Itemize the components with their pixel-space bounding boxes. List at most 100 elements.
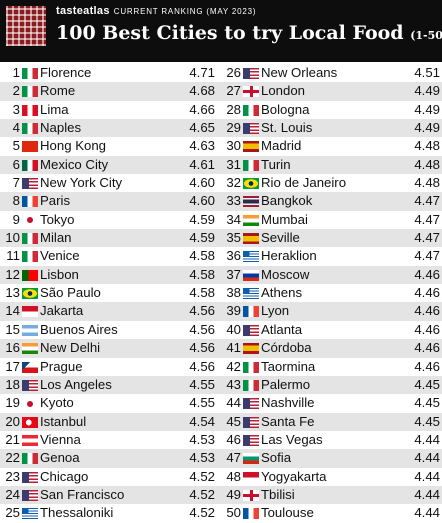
ranking-row: 3 Lima 4.66 bbox=[0, 101, 221, 119]
rank-number: 14 bbox=[5, 303, 20, 319]
city-name: Lisbon bbox=[40, 266, 79, 282]
rank-number: 17 bbox=[5, 358, 20, 374]
ranking-row: 50 Toulouse 4.44 bbox=[221, 504, 442, 522]
ranking-row: 5 Hong Kong 4.63 bbox=[0, 137, 221, 155]
ranking-row: 7 New York City 4.60 bbox=[0, 174, 221, 192]
rank-number: 4 bbox=[12, 120, 20, 136]
flag-at-icon bbox=[22, 434, 38, 446]
city-name: Lima bbox=[40, 101, 69, 117]
ranking-row: 47 Sofia 4.44 bbox=[221, 449, 442, 468]
flag-in-icon bbox=[22, 343, 38, 355]
flag-us-icon bbox=[22, 379, 38, 391]
city-name: Istanbul bbox=[40, 413, 87, 429]
city-score: 4.68 bbox=[189, 83, 215, 99]
rank-number: 24 bbox=[5, 486, 20, 502]
flag-gr-icon bbox=[22, 508, 38, 520]
flag-us-icon bbox=[243, 434, 259, 446]
flag-cz-icon bbox=[22, 361, 38, 373]
flag-pe-icon bbox=[22, 104, 38, 116]
city-score: 4.48 bbox=[414, 156, 440, 172]
rank-number: 30 bbox=[226, 138, 241, 154]
rank-number: 36 bbox=[226, 248, 241, 264]
city-score: 4.48 bbox=[414, 175, 440, 191]
flag-gr-icon bbox=[243, 251, 259, 263]
rank-number: 27 bbox=[226, 83, 241, 99]
ranking-row: 4 Naples 4.65 bbox=[0, 119, 221, 138]
city-name: Kyoto bbox=[40, 395, 74, 411]
flag-fr-icon bbox=[243, 508, 259, 520]
flag-us-icon bbox=[243, 68, 259, 79]
flag-bg-icon bbox=[243, 453, 259, 465]
ranking-row: 22 Genoa 4.53 bbox=[0, 449, 221, 468]
flag-hk-icon bbox=[22, 141, 38, 153]
ranking-table: 1 Florence 4.71 2 Rome 4.68 3 Lima 4.66 4 Naples 4.… bbox=[0, 64, 442, 523]
ranking-row: 18 Los Angeles 4.55 bbox=[0, 375, 221, 395]
ranking-row: 37 Moscow 4.46 bbox=[221, 265, 442, 285]
flag-us-icon bbox=[22, 471, 38, 483]
city-score: 4.47 bbox=[414, 193, 440, 209]
brand-line: tasteatlas CURRENT RANKING (MAY 2023) bbox=[56, 5, 256, 17]
rank-number: 44 bbox=[226, 395, 241, 411]
ranking-row: 14 Jakarta 4.56 bbox=[0, 302, 221, 321]
rank-number: 32 bbox=[226, 175, 241, 191]
flag-es-icon bbox=[243, 343, 259, 355]
city-name: Venice bbox=[40, 248, 80, 264]
city-name: Mexico City bbox=[40, 156, 109, 172]
ranking-row: 11 Venice 4.58 bbox=[0, 247, 221, 265]
ranking-row: 38 Athens 4.46 bbox=[221, 284, 442, 302]
city-score: 4.48 bbox=[414, 138, 440, 154]
rank-number: 42 bbox=[226, 358, 241, 374]
flag-in-icon bbox=[243, 214, 259, 226]
ranking-row: 33 Bangkok 4.47 bbox=[221, 192, 442, 211]
city-score: 4.46 bbox=[414, 358, 440, 374]
rank-number: 2 bbox=[12, 83, 20, 99]
rank-number: 22 bbox=[5, 450, 20, 466]
rank-number: 46 bbox=[226, 431, 241, 447]
city-score: 4.44 bbox=[414, 486, 440, 502]
rank-number: 37 bbox=[226, 266, 241, 282]
ranking-row: 15 Buenos Aires 4.56 bbox=[0, 321, 221, 339]
flag-us-icon bbox=[243, 416, 259, 428]
city-name: Genoa bbox=[40, 450, 80, 466]
ranking-row: 9 Tokyo 4.59 bbox=[0, 211, 221, 229]
title-text: 100 Best Cities to try Local Food bbox=[56, 22, 404, 44]
city-name: Rio de Janeiro bbox=[261, 175, 347, 191]
flag-it-icon bbox=[243, 159, 259, 171]
city-name: Nashville bbox=[261, 395, 315, 411]
rank-number: 18 bbox=[5, 376, 20, 392]
city-name: Chicago bbox=[40, 468, 89, 484]
city-score: 4.60 bbox=[189, 175, 215, 191]
city-name: Paris bbox=[40, 193, 71, 209]
ranking-column-right: 26 New Orleans 4.51 27 London 4.49 28 Bologna 4.… bbox=[221, 64, 442, 523]
rank-number: 48 bbox=[226, 468, 241, 484]
ranking-row: 49 Tbilisi 4.44 bbox=[221, 485, 442, 505]
city-name: Heraklion bbox=[261, 248, 317, 264]
flag-es-icon bbox=[243, 141, 259, 153]
city-name: San Francisco bbox=[40, 486, 125, 502]
city-score: 4.71 bbox=[189, 65, 215, 80]
city-score: 4.49 bbox=[414, 101, 440, 117]
city-name: Bangkok bbox=[261, 193, 313, 209]
ranking-row: 20 Istanbul 4.54 bbox=[0, 412, 221, 431]
rank-number: 50 bbox=[226, 505, 241, 521]
city-score: 4.51 bbox=[414, 65, 440, 80]
rank-number: 34 bbox=[226, 211, 241, 227]
flag-us-icon bbox=[22, 489, 38, 501]
rank-number: 28 bbox=[226, 101, 241, 117]
city-score: 4.53 bbox=[189, 450, 215, 466]
flag-it-icon bbox=[243, 361, 259, 373]
ranking-row: 35 Seville 4.47 bbox=[221, 229, 442, 248]
flag-it-icon bbox=[243, 104, 259, 116]
city-name: Milan bbox=[40, 230, 72, 246]
ranking-row: 23 Chicago 4.52 bbox=[0, 468, 221, 486]
city-name: Turin bbox=[261, 156, 291, 172]
city-name: Atlanta bbox=[261, 321, 303, 337]
city-name: Tokyo bbox=[40, 211, 75, 227]
flag-jp-icon bbox=[22, 214, 38, 226]
city-score: 4.56 bbox=[189, 340, 215, 356]
rank-number: 38 bbox=[226, 285, 241, 301]
ranking-row: 39 Lyon 4.46 bbox=[221, 302, 442, 321]
city-score: 4.58 bbox=[189, 285, 215, 301]
rank-number: 10 bbox=[5, 230, 20, 246]
flag-it-icon bbox=[22, 453, 38, 465]
